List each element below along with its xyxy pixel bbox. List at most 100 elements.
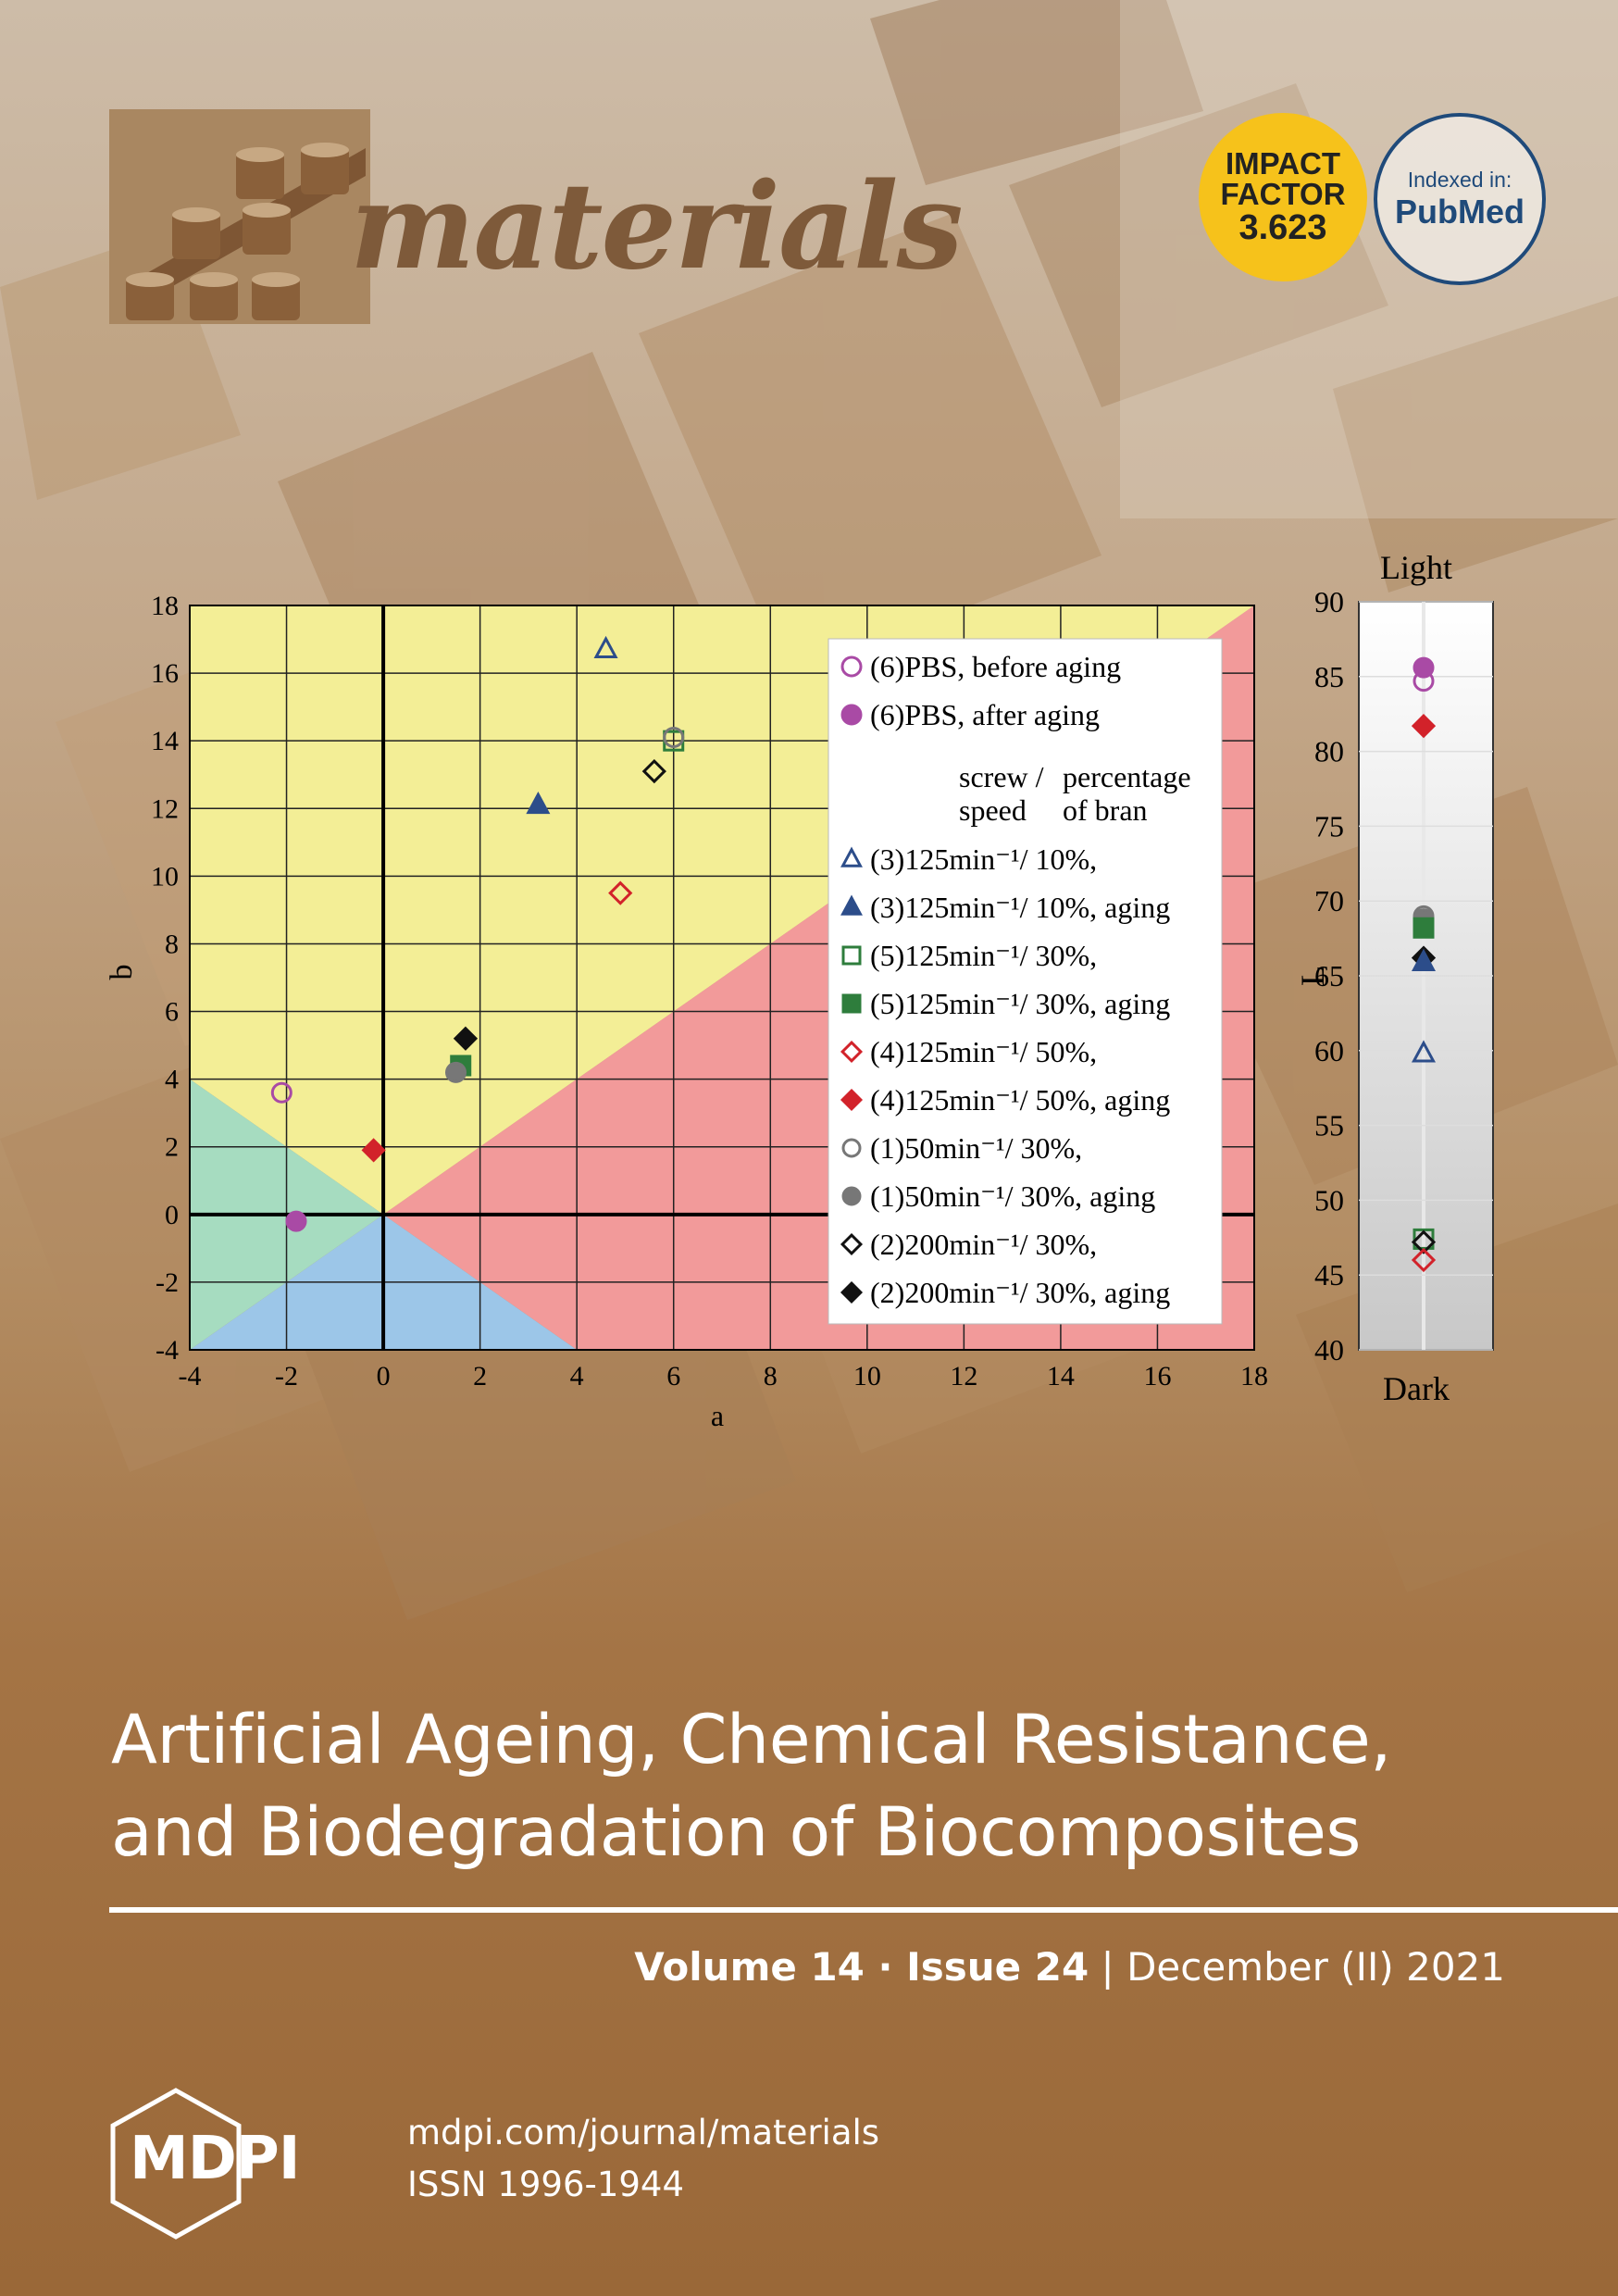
lightness-tick-label: 75 bbox=[1314, 809, 1344, 842]
lightness-bottom-label: Dark bbox=[1383, 1370, 1450, 1407]
lightness-point bbox=[1411, 1040, 1437, 1063]
y-tick-label: 2 bbox=[165, 1132, 179, 1163]
data-point bbox=[526, 791, 551, 815]
legend-marker bbox=[840, 846, 863, 867]
x-tick-label: 16 bbox=[1143, 1361, 1171, 1391]
y-tick-label: -4 bbox=[156, 1335, 179, 1366]
lightness-tick-label: 65 bbox=[1314, 959, 1344, 992]
impact-label-2: FACTOR bbox=[1220, 177, 1346, 211]
legend-entry: (2)200min⁻¹/ 30%, aging bbox=[870, 1276, 1170, 1309]
chart-legend: (6)PBS, before aging (6)PBS, after aging s… bbox=[828, 638, 1223, 1325]
y-tick-label: 0 bbox=[165, 1200, 179, 1230]
x-axis-label: a bbox=[711, 1399, 724, 1432]
legend-subheader: speed bbox=[959, 793, 1027, 827]
data-point bbox=[270, 1081, 292, 1104]
lightness-tick-label: 70 bbox=[1314, 884, 1344, 917]
lightness-point bbox=[1413, 917, 1435, 939]
y-tick-label: 12 bbox=[151, 793, 179, 824]
x-tick-label: 2 bbox=[473, 1361, 487, 1391]
y-tick-label: 10 bbox=[151, 861, 179, 892]
pubmed-indexed-label: Indexed in: bbox=[1407, 167, 1512, 192]
lightness-tick-labels: 40 45 50 55 60 65 70 75 80 85 90 bbox=[1314, 585, 1344, 1366]
y-tick-label: 6 bbox=[165, 997, 179, 1028]
journal-name: materials bbox=[350, 157, 964, 296]
lightness-tick-label: 80 bbox=[1314, 735, 1344, 768]
legend-marker bbox=[841, 945, 862, 966]
lightness-tick-label: 85 bbox=[1314, 660, 1344, 693]
legend-marker bbox=[840, 894, 863, 916]
legend-marker bbox=[840, 655, 863, 678]
legend-entry: (5)125min⁻¹/ 30%, bbox=[870, 939, 1097, 972]
x-tick-label: 8 bbox=[764, 1361, 778, 1391]
chart-tick-labels: -4 -2 0 2 4 6 8 10 12 14 16 18 -4 -2 0 2 4 6 8 10 12 14 16 18 bbox=[151, 591, 1268, 1391]
article-title-line-1: Artificial Ageing, Chemical Resistance, bbox=[111, 1701, 1391, 1779]
data-point bbox=[361, 1138, 386, 1163]
y-axis-label: b bbox=[105, 965, 139, 980]
data-point bbox=[445, 1061, 467, 1083]
chart-points bbox=[270, 635, 685, 1232]
legend-entry: (1)50min⁻¹/ 30%, aging bbox=[870, 1179, 1155, 1213]
x-tick-label: 6 bbox=[666, 1361, 680, 1391]
legend-marker bbox=[840, 1088, 864, 1112]
data-point bbox=[608, 880, 633, 905]
lightness-top-label: Light bbox=[1380, 549, 1452, 586]
lightness-tick-label: 50 bbox=[1314, 1183, 1344, 1217]
lightness-point bbox=[1411, 1247, 1437, 1273]
legend-marker bbox=[841, 1186, 862, 1206]
x-tick-label: 12 bbox=[950, 1361, 977, 1391]
legend-entry: (1)50min⁻¹/ 30%, bbox=[870, 1131, 1082, 1165]
y-tick-label: 8 bbox=[165, 929, 179, 959]
mdpi-logo bbox=[110, 2088, 242, 2240]
lightness-tick-label: 40 bbox=[1314, 1333, 1344, 1366]
x-tick-label: -2 bbox=[275, 1361, 298, 1391]
legend-marker bbox=[840, 1232, 864, 1256]
issue-label: Issue 24 bbox=[906, 1944, 1089, 1990]
lightness-point bbox=[1413, 670, 1435, 693]
legend-entry: (3)125min⁻¹/ 10%, bbox=[870, 842, 1097, 876]
data-point bbox=[663, 727, 685, 749]
lightness-tick-label: 90 bbox=[1314, 585, 1344, 618]
lightness-chart: 40 45 50 55 60 65 70 75 80 85 90 Light Dark L bbox=[1294, 549, 1494, 1407]
y-tick-label: -2 bbox=[156, 1267, 179, 1298]
lightness-points bbox=[1411, 656, 1437, 1273]
x-tick-label: -4 bbox=[179, 1361, 202, 1391]
pubmed-badge: Indexed in: PubMed bbox=[1374, 113, 1546, 285]
issue-date: December (II) 2021 bbox=[1126, 1944, 1505, 1990]
legend-entry: (5)125min⁻¹/ 30%, aging bbox=[870, 987, 1170, 1020]
legend-subheader: percentage bbox=[1063, 760, 1191, 793]
data-point bbox=[285, 1210, 307, 1232]
journal-logo bbox=[109, 109, 370, 324]
legend-marker bbox=[840, 1040, 864, 1064]
plot-frame bbox=[189, 605, 1255, 1351]
journal-url[interactable]: mdpi.com/journal/materials bbox=[407, 2113, 880, 2152]
legend-entry: (6)PBS, before aging bbox=[870, 650, 1121, 683]
impact-factor-badge: IMPACT FACTOR 3.623 bbox=[1199, 113, 1367, 281]
mdpi-wordmark: MDPI bbox=[130, 2125, 301, 2193]
legend-marker bbox=[841, 993, 862, 1014]
legend-marker bbox=[841, 1138, 862, 1158]
x-tick-label: 14 bbox=[1047, 1361, 1075, 1391]
article-title: Artificial Ageing, Chemical Resistance, … bbox=[111, 1694, 1555, 1879]
x-tick-label: 10 bbox=[853, 1361, 881, 1391]
y-tick-label: 18 bbox=[151, 591, 179, 621]
divider-line bbox=[109, 1907, 1618, 1913]
ab-color-chart: -4 -2 0 2 4 6 8 10 12 14 16 18 -4 -2 0 2 4 6 8 10 12 14 16 18 (… bbox=[105, 591, 1268, 1432]
pubmed-name: PubMed bbox=[1395, 192, 1525, 231]
legend-subheader: screw / bbox=[959, 760, 1044, 793]
legend-entry: (4)125min⁻¹/ 50%, aging bbox=[870, 1083, 1170, 1117]
lightness-tick-label: 60 bbox=[1314, 1034, 1344, 1067]
x-tick-label: 18 bbox=[1240, 1361, 1268, 1391]
lightness-point bbox=[1411, 948, 1437, 971]
legend-entry: (6)PBS, after aging bbox=[870, 698, 1100, 731]
impact-label-1: IMPACT bbox=[1225, 146, 1341, 181]
impact-value: 3.623 bbox=[1238, 208, 1327, 247]
legend-box bbox=[828, 638, 1223, 1325]
x-tick-label: 0 bbox=[377, 1361, 391, 1391]
volume-label: Volume 14 bbox=[634, 1944, 865, 1990]
issue-separator: · bbox=[864, 1944, 907, 1990]
issn: ISSN 1996-1944 bbox=[407, 2165, 684, 2204]
legend-subheader: of bran bbox=[1063, 793, 1148, 827]
lightness-point bbox=[1411, 1229, 1437, 1254]
legend-marker bbox=[840, 704, 863, 726]
